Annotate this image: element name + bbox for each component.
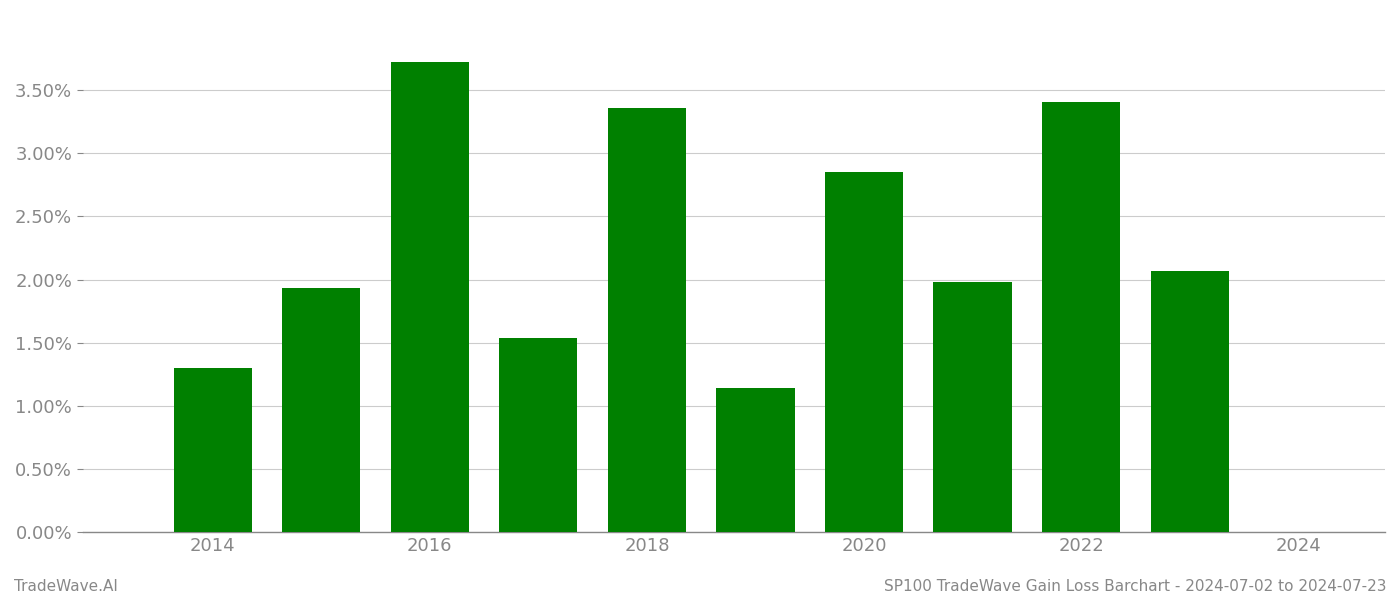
Bar	[1151, 271, 1229, 532]
Bar	[717, 388, 795, 532]
Text: TradeWave.AI: TradeWave.AI	[14, 579, 118, 594]
Bar	[500, 338, 577, 532]
Bar	[608, 108, 686, 532]
Bar	[934, 282, 1012, 532]
Bar	[825, 172, 903, 532]
Text: SP100 TradeWave Gain Loss Barchart - 2024-07-02 to 2024-07-23: SP100 TradeWave Gain Loss Barchart - 202…	[883, 579, 1386, 594]
Bar	[174, 368, 252, 532]
Bar	[1042, 101, 1120, 532]
Bar	[391, 62, 469, 532]
Bar	[283, 289, 360, 532]
